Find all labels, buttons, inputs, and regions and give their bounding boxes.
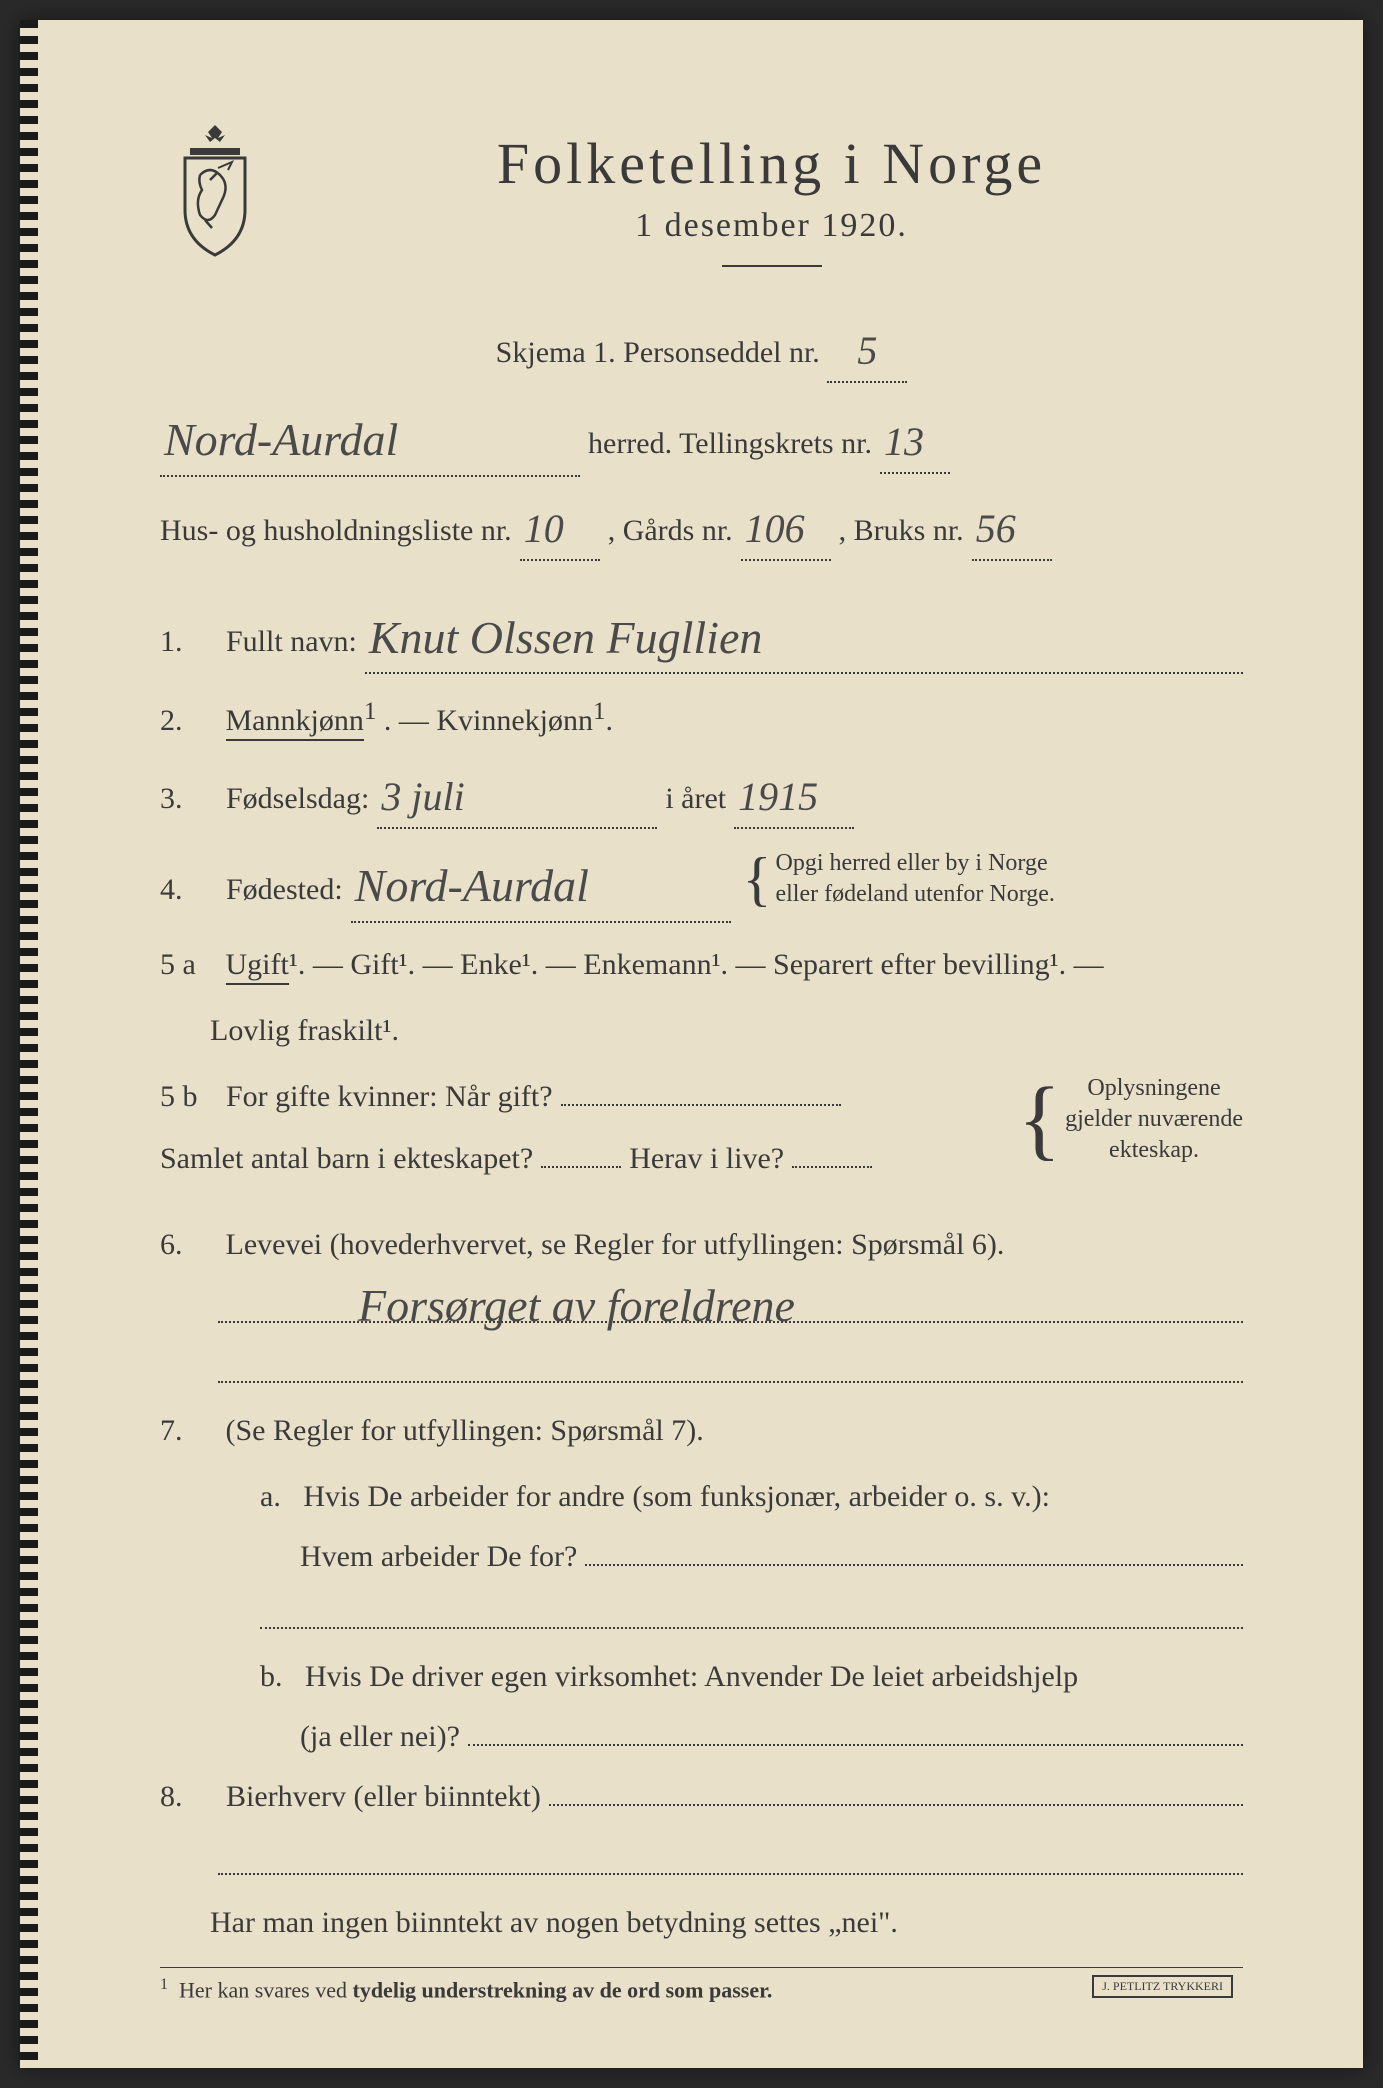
q2-kvinne: . — Kvinnekjønn xyxy=(384,704,593,737)
q6-line: 6. Levevei (hovederhvervet, se Regler fo… xyxy=(160,1221,1243,1269)
q5a-text2: Lovlig fraskilt¹. xyxy=(210,1014,399,1047)
footnote-marker: 1 xyxy=(160,1976,168,1993)
q7-num: 7. xyxy=(160,1407,218,1455)
q4-num: 4. xyxy=(160,866,218,914)
hus-label: Hus- og husholdningsliste nr. xyxy=(160,507,512,555)
herred-label: herred. Tellingskrets nr. xyxy=(588,420,872,468)
q8-blank-line xyxy=(218,1839,1243,1875)
subtitle: 1 desember 1920. xyxy=(300,207,1243,245)
q6-answer-line: Forsørget av foreldrene xyxy=(218,1287,1243,1323)
q7b-text2: (ja eller nei)? xyxy=(300,1713,460,1761)
q8-line: 8. Bierhverv (eller biinntekt) xyxy=(160,1773,1243,1821)
q8-note: Har man ingen biinntekt av nogen betydni… xyxy=(210,1906,898,1939)
q5b-note2: gjelder nuværende xyxy=(1065,1106,1243,1132)
q4-note1: Opgi herred eller by i Norge xyxy=(775,850,1047,876)
q4-note2: eller fødeland utenfor Norge. xyxy=(775,881,1054,907)
q3-year-value: 1915 xyxy=(738,774,818,819)
q4-line: 4. Fødested: Nord-Aurdal { Opgi herred e… xyxy=(160,847,1243,923)
q5a-rest: ¹. — Gift¹. — Enke¹. — Enkemann¹. — Sepa… xyxy=(289,948,1104,981)
q6-blank-line xyxy=(218,1347,1243,1383)
q5b-note1: Oplysningene xyxy=(1087,1075,1220,1101)
q4-label: Fødested: xyxy=(226,866,343,914)
q1-num: 1. xyxy=(160,618,218,666)
q2-line: 2. Mannkjønn1 . — Kvinnekjønn1. xyxy=(160,692,1243,745)
q5b-line2b: Herav i live? xyxy=(629,1135,784,1183)
coat-of-arms-icon xyxy=(160,120,270,260)
q3-day-value: 3 juli xyxy=(381,774,464,819)
q6-num: 6. xyxy=(160,1221,218,1269)
schema-label: Skjema 1. Personseddel nr. xyxy=(496,336,820,369)
q8-note-line: Har man ingen biinntekt av nogen betydni… xyxy=(160,1899,1243,1947)
tellingskrets-value: 13 xyxy=(884,419,924,464)
title-block: Folketelling i Norge 1 desember 1920. xyxy=(300,120,1243,297)
q5a-line1: 5 a Ugift¹. — Gift¹. — Enke¹. — Enkemann… xyxy=(160,941,1243,989)
q7b-line2: (ja eller nei)? xyxy=(160,1713,1243,1761)
header: Folketelling i Norge 1 desember 1920. xyxy=(160,120,1243,297)
q5b-num: 5 b xyxy=(160,1073,218,1121)
q6-value: Forsørget av foreldrene xyxy=(358,1279,795,1332)
q6-label: Levevei (hovederhvervet, se Regler for u… xyxy=(226,1228,1005,1261)
q5b-block: 5 b For gifte kvinner: Når gift? Samlet … xyxy=(160,1073,1243,1183)
q7-line: 7. (Se Regler for utfyllingen: Spørsmål … xyxy=(160,1407,1243,1455)
q8-label: Bierhverv (eller biinntekt) xyxy=(226,1773,541,1821)
q2-mann: Mannkjønn xyxy=(226,704,364,741)
q5a-num: 5 a xyxy=(160,941,218,989)
q3-num: 3. xyxy=(160,775,218,823)
census-form-page: Folketelling i Norge 1 desember 1920. Sk… xyxy=(20,20,1363,2068)
bruks-label: , Bruks nr. xyxy=(839,507,964,555)
main-title: Folketelling i Norge xyxy=(300,130,1243,197)
q7b-label: b. xyxy=(260,1660,283,1693)
q5b-note3: ekteskap. xyxy=(1109,1137,1199,1163)
q7-label: (Se Regler for utfyllingen: Spørsmål 7). xyxy=(226,1414,704,1447)
title-divider xyxy=(722,265,822,267)
q7a-blank-line xyxy=(260,1593,1243,1629)
q2-num: 2. xyxy=(160,697,218,745)
q3-year-label: i året xyxy=(665,775,726,823)
q1-line: 1. Fullt navn: Knut Olssen Fugllien xyxy=(160,599,1243,675)
q7a-text1: Hvis De arbeider for andre (som funksjon… xyxy=(303,1480,1050,1513)
herred-value: Nord-Aurdal xyxy=(164,414,398,465)
hus-value: 10 xyxy=(524,506,564,551)
q5b-label: For gifte kvinner: Når gift? xyxy=(226,1073,553,1121)
q3-label: Fødselsdag: xyxy=(226,775,369,823)
q7a-label: a. xyxy=(260,1480,281,1513)
footnote: 1 Her kan svares ved tydelig understrekn… xyxy=(160,1967,1243,2003)
q7a-block: a. Hvis De arbeider for andre (som funks… xyxy=(160,1473,1243,1521)
q4-note-group: { Opgi herred eller by i Norge eller fød… xyxy=(739,848,1055,910)
schema-line: Skjema 1. Personseddel nr. 5 xyxy=(160,317,1243,383)
bruks-value: 56 xyxy=(976,506,1016,551)
q5b-line2a: Samlet antal barn i ekteskapet? xyxy=(160,1135,533,1183)
gards-value: 106 xyxy=(745,506,805,551)
q7a-text2: Hvem arbeider De for? xyxy=(300,1533,577,1581)
footnote-text: Her kan svares ved tydelig understreknin… xyxy=(179,1977,772,2002)
q7b-text1: Hvis De driver egen virksomhet: Anvender… xyxy=(305,1660,1078,1693)
q1-value: Knut Olssen Fugllien xyxy=(369,612,763,663)
q8-num: 8. xyxy=(160,1773,218,1821)
q1-label: Fullt navn: xyxy=(226,618,357,666)
q5b-note-group: { Oplysningene gjelder nuværende ekteska… xyxy=(1014,1073,1243,1167)
printer-stamp: J. PETLITZ TRYKKERI xyxy=(1092,1975,1233,1998)
q7b-block: b. Hvis De driver egen virksomhet: Anven… xyxy=(160,1653,1243,1701)
gards-label: , Gårds nr. xyxy=(608,507,733,555)
q7a-line2: Hvem arbeider De for? xyxy=(160,1533,1243,1581)
q5a-ugift: Ugift xyxy=(226,948,289,985)
q3-line: 3. Fødselsdag: 3 juli i året 1915 xyxy=(160,763,1243,829)
hus-line: Hus- og husholdningsliste nr. 10 , Gårds… xyxy=(160,495,1243,561)
personseddel-value: 5 xyxy=(857,328,877,373)
herred-line: Nord-Aurdal herred. Tellingskrets nr. 13 xyxy=(160,401,1243,477)
q5a-line2: Lovlig fraskilt¹. xyxy=(160,1007,1243,1055)
q4-value: Nord-Aurdal xyxy=(355,860,589,911)
